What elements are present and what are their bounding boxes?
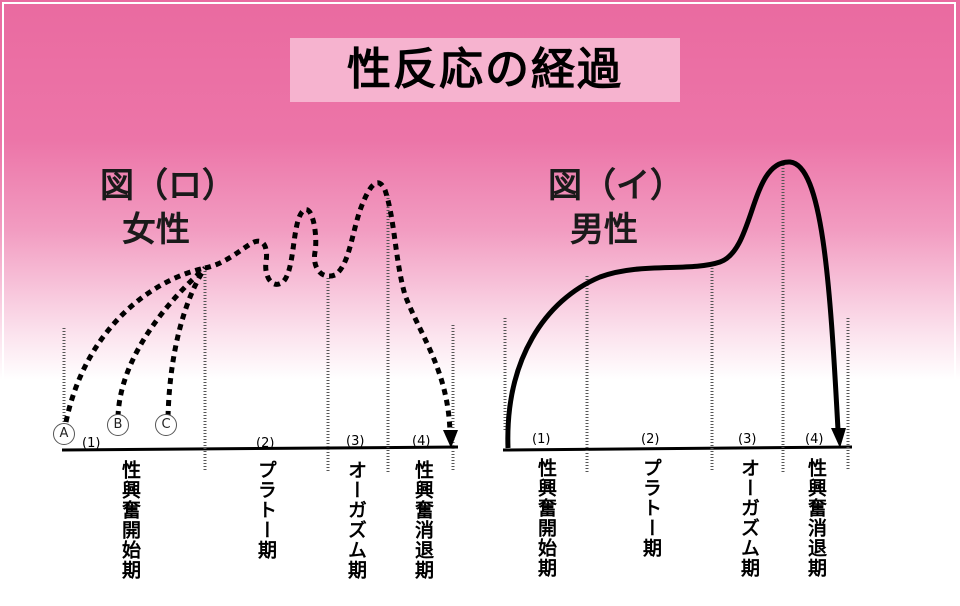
female-stage-2-number: (2) — [256, 436, 275, 451]
male-stage-3-label: オーガズム期 — [738, 458, 760, 578]
female-curves — [63, 180, 453, 433]
female-stage-1-number: (1) — [82, 436, 101, 451]
male-figure-label: 図（イ） — [548, 166, 684, 206]
female-point-c: C — [155, 414, 177, 436]
page-title: 性反応の経過 — [290, 38, 680, 102]
female-curve-c — [165, 266, 208, 418]
female-main-curve — [204, 180, 453, 433]
female-stage-2-label: プラトー期 — [255, 460, 277, 560]
female-baseline — [61, 445, 459, 452]
female-arrowhead — [443, 430, 458, 448]
female-stage-3-label: オーガズム期 — [345, 460, 367, 580]
female-point-b: B — [107, 414, 129, 436]
female-stage-1-label: 性興奮開始期 — [119, 460, 141, 580]
male-stage-1-number: (1) — [532, 432, 551, 447]
female-point-a: A — [53, 423, 75, 445]
male-stage-2-number: (2) — [641, 432, 660, 447]
male-diagram — [502, 159, 853, 472]
male-stage-dividers — [503, 165, 850, 472]
male-stage-2-label: プラトー期 — [640, 458, 662, 558]
female-stage-4-number: (4) — [412, 434, 431, 449]
female-stage-3-number: (3) — [346, 434, 365, 449]
female-stage-4-label: 性興奮消退期 — [412, 460, 434, 580]
female-curve-b — [115, 266, 207, 418]
male-arrowhead — [831, 428, 846, 448]
male-stage-1-label: 性興奮開始期 — [535, 458, 557, 578]
male-stage-4-label: 性興奮消退期 — [805, 458, 827, 578]
male-label: 男性 — [570, 210, 638, 250]
male-stage-3-number: (3) — [738, 432, 757, 447]
female-stage-dividers — [62, 195, 455, 472]
female-diagram — [61, 180, 459, 472]
female-figure-label: 図（ロ） — [100, 166, 236, 206]
male-baseline — [502, 445, 853, 452]
female-label: 女性 — [122, 210, 190, 250]
male-curve — [505, 159, 841, 449]
female-curve-a — [63, 265, 206, 423]
male-stage-4-number: (4) — [805, 432, 824, 447]
